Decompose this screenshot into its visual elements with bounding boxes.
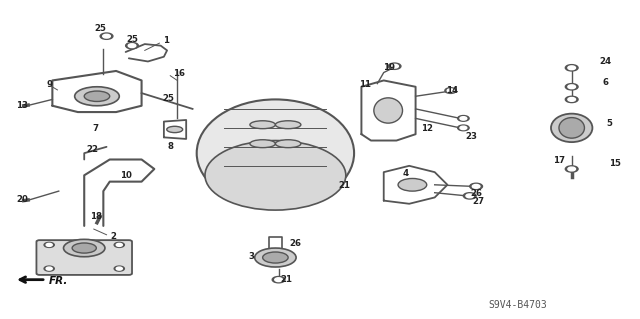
Text: 2: 2: [110, 232, 116, 241]
Circle shape: [391, 64, 398, 68]
Circle shape: [568, 66, 575, 70]
Circle shape: [44, 242, 54, 248]
Circle shape: [102, 34, 110, 38]
Text: 5: 5: [606, 119, 612, 128]
Text: 25: 25: [94, 24, 106, 33]
Text: 21: 21: [281, 275, 293, 284]
Circle shape: [568, 85, 575, 89]
Text: 25: 25: [163, 94, 174, 103]
Ellipse shape: [63, 239, 105, 257]
Text: 24: 24: [600, 57, 612, 66]
Ellipse shape: [262, 252, 288, 263]
Ellipse shape: [559, 118, 584, 138]
Circle shape: [470, 183, 483, 189]
Text: FR.: FR.: [49, 276, 68, 286]
Circle shape: [275, 278, 282, 282]
Circle shape: [472, 184, 480, 188]
Circle shape: [46, 243, 52, 246]
Text: 9: 9: [46, 80, 52, 89]
Circle shape: [458, 125, 469, 131]
Ellipse shape: [551, 114, 593, 142]
Text: 4: 4: [403, 169, 409, 178]
Ellipse shape: [205, 141, 346, 210]
Text: 23: 23: [466, 132, 477, 141]
Text: 10: 10: [120, 171, 132, 181]
Circle shape: [463, 193, 476, 199]
Circle shape: [458, 115, 469, 121]
Circle shape: [125, 42, 138, 49]
Circle shape: [116, 267, 122, 270]
Text: 19: 19: [383, 63, 395, 72]
Text: 26: 26: [290, 239, 302, 248]
Circle shape: [565, 166, 578, 172]
Circle shape: [44, 266, 54, 271]
Circle shape: [565, 65, 578, 71]
Circle shape: [568, 98, 575, 101]
Ellipse shape: [275, 121, 301, 129]
Text: 15: 15: [609, 159, 621, 168]
Circle shape: [46, 267, 52, 270]
Ellipse shape: [374, 98, 403, 123]
Text: 1: 1: [163, 36, 169, 45]
Ellipse shape: [167, 126, 182, 133]
Text: 25: 25: [126, 35, 138, 44]
Text: 22: 22: [86, 145, 99, 154]
Text: 16: 16: [173, 69, 184, 78]
Text: 6: 6: [602, 78, 609, 86]
Text: S9V4-B4703: S9V4-B4703: [488, 300, 547, 310]
Text: 14: 14: [447, 86, 459, 95]
Circle shape: [128, 44, 136, 48]
Ellipse shape: [398, 178, 427, 191]
Circle shape: [466, 194, 474, 198]
Circle shape: [114, 242, 124, 248]
Ellipse shape: [196, 100, 354, 207]
Ellipse shape: [250, 121, 275, 129]
Text: 21: 21: [338, 181, 350, 190]
Circle shape: [272, 277, 285, 283]
Circle shape: [460, 117, 467, 120]
Ellipse shape: [72, 243, 97, 253]
Circle shape: [100, 33, 113, 39]
Circle shape: [114, 266, 124, 271]
Text: 12: 12: [421, 124, 433, 133]
Ellipse shape: [250, 140, 275, 148]
Ellipse shape: [275, 140, 301, 148]
Text: 17: 17: [553, 156, 565, 165]
Circle shape: [116, 243, 122, 246]
Text: 27: 27: [472, 197, 484, 206]
Text: 20: 20: [17, 195, 28, 204]
Circle shape: [447, 89, 454, 92]
Circle shape: [460, 126, 467, 130]
FancyBboxPatch shape: [36, 240, 132, 275]
Ellipse shape: [255, 248, 296, 267]
Circle shape: [565, 96, 578, 103]
Circle shape: [568, 167, 575, 171]
Ellipse shape: [75, 87, 119, 106]
Ellipse shape: [84, 91, 109, 101]
Circle shape: [445, 88, 456, 93]
Text: 8: 8: [167, 142, 173, 151]
Text: 3: 3: [248, 252, 254, 261]
Text: 13: 13: [17, 101, 28, 110]
Circle shape: [565, 84, 578, 90]
Circle shape: [388, 63, 401, 69]
Text: 11: 11: [358, 80, 371, 89]
Text: 26: 26: [470, 189, 482, 198]
Text: 18: 18: [90, 212, 102, 221]
Text: 7: 7: [93, 124, 99, 133]
